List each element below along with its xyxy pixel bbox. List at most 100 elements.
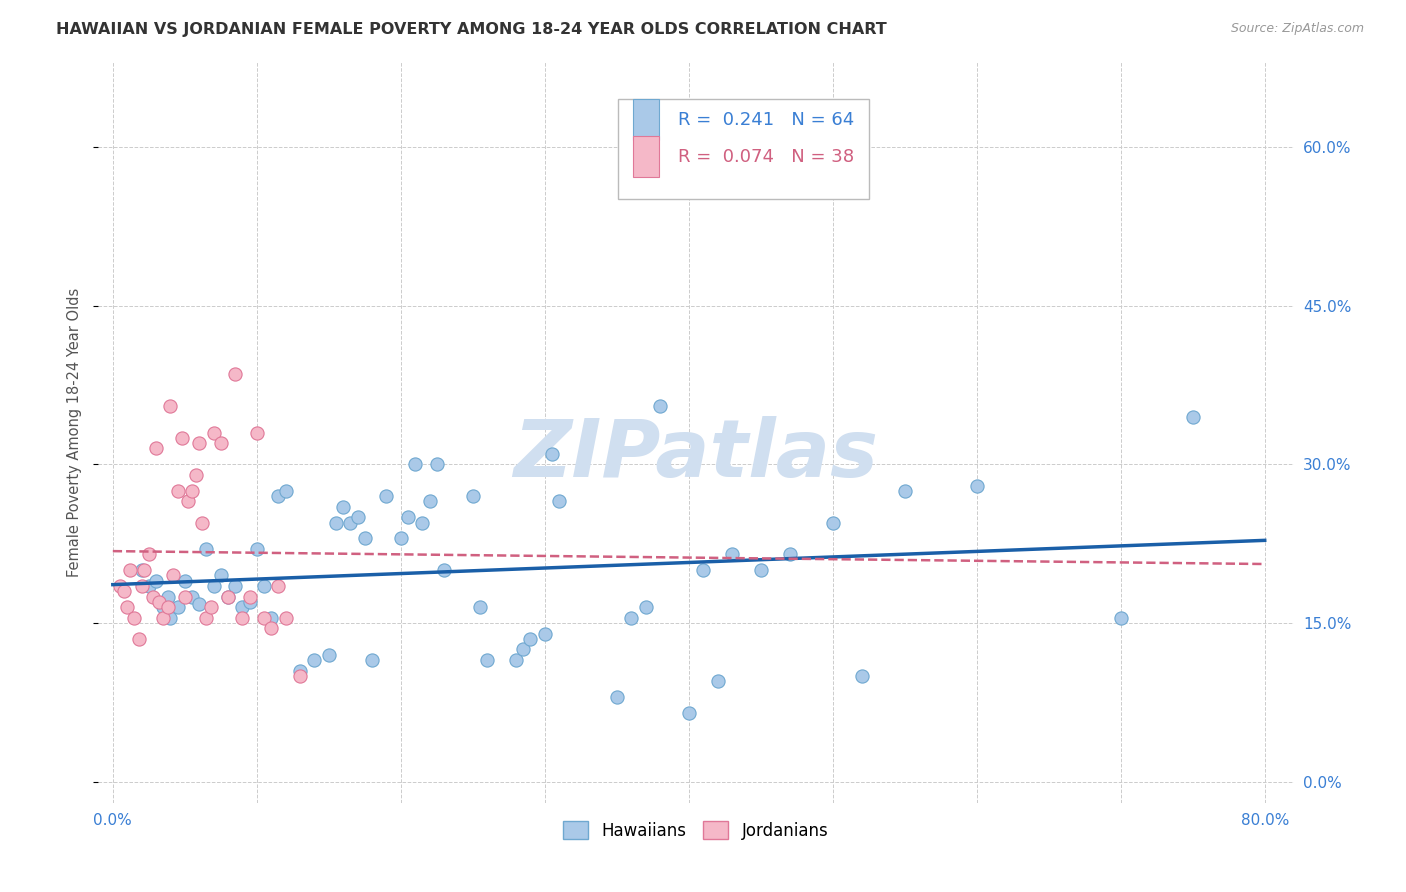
Jordanians [274,611,297,625]
Jordanians [217,590,239,604]
Hawaiians [156,590,179,604]
Hawaiians [606,690,628,704]
Hawaiians [145,574,167,588]
Hawaiians [533,626,555,640]
Hawaiians [217,590,239,604]
Jordanians [156,600,179,615]
Jordanians [115,600,138,615]
Hawaiians [505,653,527,667]
Jordanians [200,600,222,615]
Text: R =  0.074   N = 38: R = 0.074 N = 38 [678,148,855,166]
Bar [633,136,659,178]
Hawaiians [375,489,398,503]
Jordanians [191,516,214,530]
Jordanians [162,568,184,582]
Hawaiians [634,600,657,615]
Hawaiians [131,563,153,577]
Hawaiians [224,579,246,593]
Hawaiians [721,547,744,561]
Bar [619,99,869,200]
Jordanians [145,442,167,456]
Hawaiians [267,489,290,503]
Hawaiians [361,653,384,667]
Jordanians [209,436,232,450]
Text: HAWAIIAN VS JORDANIAN FEMALE POVERTY AMONG 18-24 YEAR OLDS CORRELATION CHART: HAWAIIAN VS JORDANIAN FEMALE POVERTY AMO… [56,22,887,37]
Hawaiians [1109,611,1132,625]
Y-axis label: Female Poverty Among 18-24 Year Olds: Female Poverty Among 18-24 Year Olds [67,288,83,577]
Hawaiians [318,648,340,662]
Hawaiians [152,600,174,615]
Text: ZIPatlas: ZIPatlas [513,416,879,494]
Hawaiians [195,541,218,556]
Jordanians [138,547,160,561]
Jordanians [142,590,165,604]
Hawaiians [353,532,375,546]
Hawaiians [166,600,188,615]
Hawaiians [325,516,347,530]
Bar [633,99,659,140]
Hawaiians [260,611,283,625]
Hawaiians [477,653,499,667]
Hawaiians [426,458,449,472]
Legend: Hawaiians, Jordanians: Hawaiians, Jordanians [557,814,835,847]
Hawaiians [209,568,232,582]
Hawaiians [519,632,541,646]
Jordanians [239,590,262,604]
Hawaiians [966,478,988,492]
Hawaiians [396,510,419,524]
Hawaiians [648,399,671,413]
Jordanians [253,611,276,625]
Hawaiians [433,563,456,577]
Jordanians [224,368,246,382]
Hawaiians [468,600,491,615]
Hawaiians [779,547,801,561]
Hawaiians [620,611,643,625]
Jordanians [159,399,181,413]
Jordanians [112,584,135,599]
Jordanians [176,494,198,508]
Hawaiians [288,664,311,678]
Hawaiians [253,579,276,593]
Hawaiians [541,447,564,461]
Hawaiians [188,597,211,611]
Hawaiians [749,563,772,577]
Hawaiians [304,653,326,667]
Jordanians [288,669,311,683]
Text: Source: ZipAtlas.com: Source: ZipAtlas.com [1230,22,1364,36]
Hawaiians [411,516,433,530]
Hawaiians [274,483,297,498]
Hawaiians [346,510,368,524]
Hawaiians [389,532,412,546]
Hawaiians [678,706,700,720]
Hawaiians [548,494,571,508]
Jordanians [188,436,211,450]
Hawaiians [159,611,181,625]
Jordanians [260,621,283,635]
Hawaiians [239,595,262,609]
Hawaiians [202,579,225,593]
Hawaiians [893,483,915,498]
Jordanians [166,483,188,498]
Jordanians [108,579,131,593]
Hawaiians [138,579,160,593]
Jordanians [152,611,174,625]
Jordanians [173,590,195,604]
Jordanians [181,483,204,498]
Jordanians [134,563,156,577]
Hawaiians [419,494,441,508]
Jordanians [148,595,170,609]
Hawaiians [339,516,361,530]
Hawaiians [692,563,714,577]
Hawaiians [512,642,534,657]
Jordanians [231,611,253,625]
Hawaiians [461,489,484,503]
Hawaiians [404,458,426,472]
Jordanians [170,431,193,445]
Jordanians [120,563,142,577]
Text: R =  0.241   N = 64: R = 0.241 N = 64 [678,111,855,128]
Jordanians [267,579,290,593]
Hawaiians [706,674,728,689]
Hawaiians [231,600,253,615]
Jordanians [186,467,208,482]
Jordanians [128,632,150,646]
